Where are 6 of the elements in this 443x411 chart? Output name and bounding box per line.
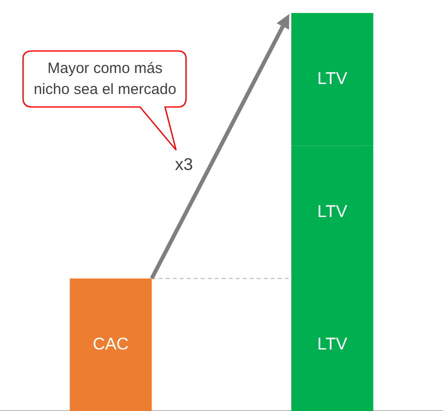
- series-label: LTV: [317, 334, 348, 354]
- series-label: LTV: [317, 69, 348, 88]
- annotation: x3: [175, 154, 193, 175]
- series-label: CAC: [92, 334, 129, 354]
- annotation: Mayor como más nicho sea el mercado: [32, 59, 178, 100]
- series-label: LTV: [317, 202, 348, 221]
